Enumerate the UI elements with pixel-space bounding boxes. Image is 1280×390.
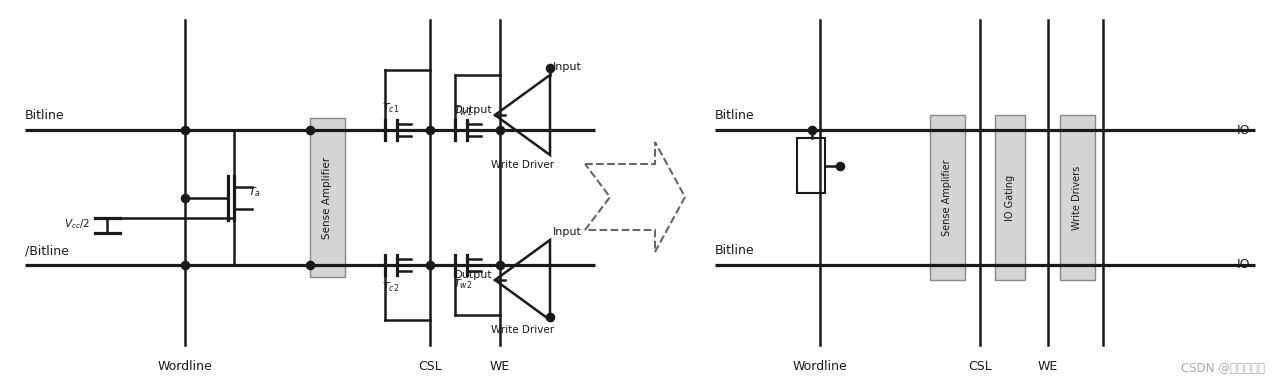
- Text: CSL: CSL: [419, 360, 442, 373]
- Text: IO Gating: IO Gating: [1005, 174, 1015, 221]
- Text: IO: IO: [1236, 259, 1251, 271]
- Text: WE: WE: [1038, 360, 1059, 373]
- Point: [540, 65, 561, 71]
- Text: Bitline: Bitline: [26, 109, 64, 122]
- Point: [175, 127, 196, 133]
- Text: CSDN @桌上的墨水: CSDN @桌上的墨水: [1181, 362, 1265, 375]
- Text: Sense Amplifier: Sense Amplifier: [323, 156, 333, 239]
- Text: $V_{cc}$/2: $V_{cc}$/2: [64, 218, 90, 231]
- Point: [420, 127, 440, 133]
- FancyBboxPatch shape: [797, 138, 826, 193]
- Text: CSL: CSL: [968, 360, 992, 373]
- Text: $T_{c1}$: $T_{c1}$: [383, 101, 399, 115]
- Point: [420, 262, 440, 268]
- Text: $T_{w1}$: $T_{w1}$: [453, 104, 472, 118]
- Text: WE: WE: [490, 360, 511, 373]
- Text: Input: Input: [553, 227, 582, 237]
- Point: [540, 314, 561, 320]
- Point: [300, 127, 320, 133]
- Text: Sense Amplifier: Sense Amplifier: [942, 159, 952, 236]
- Point: [829, 162, 850, 168]
- Text: $T_a$: $T_a$: [248, 186, 261, 199]
- FancyBboxPatch shape: [1060, 115, 1094, 280]
- Text: Input: Input: [553, 62, 582, 72]
- Text: Wordline: Wordline: [792, 360, 847, 373]
- FancyBboxPatch shape: [931, 115, 965, 280]
- Text: Write Drivers: Write Drivers: [1073, 165, 1083, 230]
- Point: [300, 262, 320, 268]
- FancyBboxPatch shape: [310, 118, 346, 277]
- Point: [175, 262, 196, 268]
- Point: [490, 127, 511, 133]
- Text: Output: Output: [453, 105, 492, 115]
- Text: Write Driver: Write Driver: [492, 160, 554, 170]
- Text: Write Driver: Write Driver: [492, 325, 554, 335]
- Text: $T_{c2}$: $T_{c2}$: [383, 280, 399, 294]
- Point: [490, 262, 511, 268]
- Point: [175, 194, 196, 200]
- Text: Wordline: Wordline: [157, 360, 212, 373]
- FancyBboxPatch shape: [995, 115, 1025, 280]
- Point: [801, 127, 822, 133]
- Text: Bitline: Bitline: [716, 109, 755, 122]
- Text: Output: Output: [453, 270, 492, 280]
- Text: $T_{w2}$: $T_{w2}$: [453, 277, 472, 291]
- Text: IO: IO: [1236, 124, 1251, 136]
- Text: Bitline: Bitline: [716, 244, 755, 257]
- Text: /Bitline: /Bitline: [26, 244, 69, 257]
